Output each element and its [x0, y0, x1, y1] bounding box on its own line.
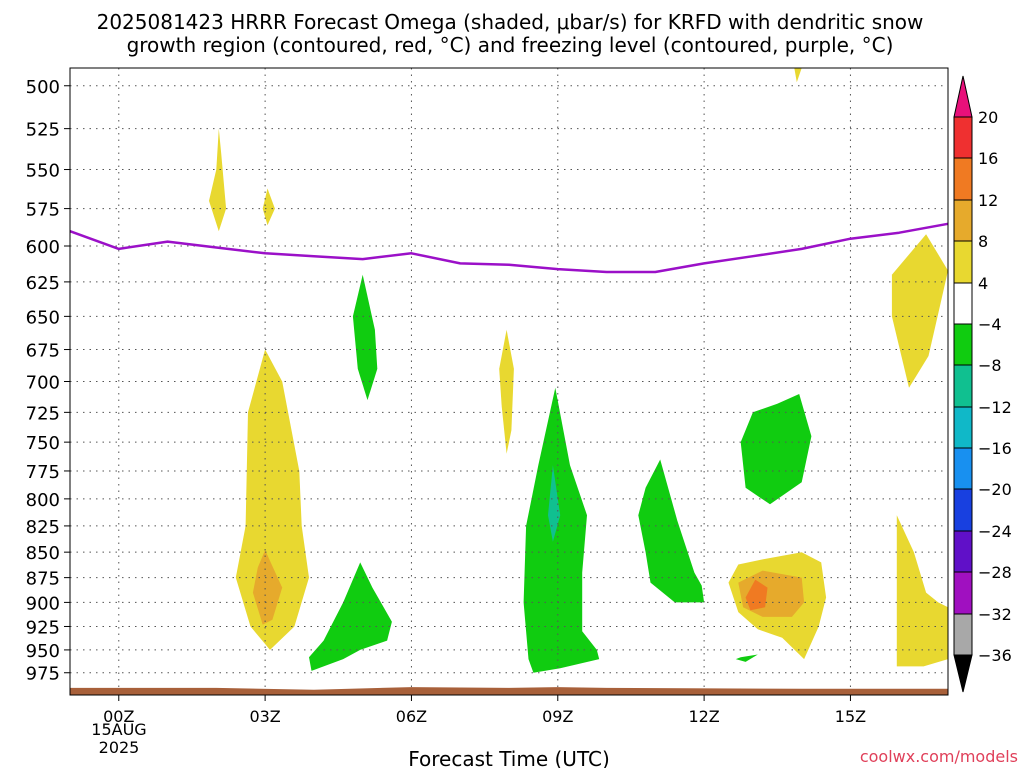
y-tick-label: 925 [26, 617, 60, 638]
omega-region [740, 394, 812, 505]
chart-title-line-1: 2025081423 HRRR Forecast Omega (shaded, … [97, 10, 924, 34]
omega-region [794, 68, 802, 83]
y-tick-label: 750 [26, 433, 60, 454]
colorbar-segment [953, 323, 973, 366]
omega-region [745, 579, 768, 611]
y-tick-label: 525 [26, 120, 60, 141]
colorbar-segment [953, 364, 973, 408]
y-tick-label: 625 [26, 273, 60, 294]
omega-region [309, 562, 392, 671]
colorbar-label: −32 [978, 605, 1012, 624]
x-axis: 00Z 03Z 06Z 09Z 12Z 15Z [103, 695, 866, 726]
omega-region [262, 188, 275, 226]
omega-region [523, 387, 600, 673]
colorbar-label: 12 [978, 191, 998, 210]
colorbar-segment [953, 488, 973, 532]
credit-link[interactable]: coolwx.com/models [860, 747, 1018, 766]
x-tick-label: 06Z [396, 707, 427, 726]
grid-layer [70, 68, 948, 695]
colorbar-label: 20 [978, 108, 998, 127]
x-date-label-year: 2025 [99, 738, 140, 757]
y-tick-label: 650 [26, 307, 60, 328]
colorbar-label: −36 [978, 646, 1012, 665]
terrain-fill [70, 687, 948, 695]
colorbar-segment [953, 199, 973, 242]
colorbar-label: −12 [978, 398, 1012, 417]
omega-region [499, 329, 514, 454]
x-tick-label: 09Z [542, 707, 573, 726]
omega-region [252, 550, 283, 625]
x-date-label-day: 15AUG [91, 720, 146, 739]
omega-region [548, 465, 561, 542]
y-tick-label: 850 [26, 543, 60, 564]
colorbar-label: 4 [978, 274, 988, 293]
chart-title-line-2: growth region (contoured, red, °C) and f… [127, 33, 894, 57]
colorbar-segment [953, 406, 973, 449]
colorbar-label: −4 [978, 315, 1002, 334]
y-tick-label: 900 [26, 593, 60, 614]
y-tick-label: 950 [26, 641, 60, 662]
y-tick-label: 550 [26, 161, 60, 182]
colorbar-segment [953, 282, 973, 325]
colorbar: 20 16 12 8 4 −4 −8 −12 −16 −20 −24 −28 −32 −36 [953, 75, 1012, 693]
y-tick-label: 575 [26, 200, 60, 221]
omega-shading-layer [209, 68, 948, 673]
freezing-level-line [69, 222, 949, 274]
colorbar-label: 8 [978, 232, 988, 251]
colorbar-segment [953, 157, 973, 201]
x-axis-title: Forecast Time (UTC) [408, 747, 610, 768]
colorbar-segment [953, 613, 973, 656]
colorbar-bottom-arrow [953, 654, 973, 693]
y-tick-label: 875 [26, 569, 60, 590]
colorbar-label: −28 [978, 563, 1012, 582]
colorbar-segment [953, 571, 973, 615]
y-tick-label: 975 [26, 664, 60, 685]
freezing-level-layer [69, 222, 949, 274]
colorbar-label: −24 [978, 522, 1012, 541]
colorbar-label: −16 [978, 439, 1012, 458]
colorbar-label: −20 [978, 480, 1012, 499]
colorbar-label: −8 [978, 356, 1002, 375]
colorbar-top-arrow [953, 75, 973, 118]
x-tick-label: 15Z [835, 707, 866, 726]
omega-region [735, 654, 758, 662]
y-tick-label: 775 [26, 462, 60, 483]
x-tick-label: 12Z [688, 707, 719, 726]
y-tick-label: 800 [26, 490, 60, 511]
x-tick-label: 03Z [249, 707, 280, 726]
y-tick-label: 600 [26, 237, 60, 258]
colorbar-segment [953, 447, 973, 490]
omega-region [209, 128, 227, 232]
colorbar-segment [953, 240, 973, 284]
omega-region [235, 349, 309, 650]
y-tick-label: 675 [26, 341, 60, 362]
y-axis: 500 525 550 575 600 625 650 675 700 725 750 775 800 8… [26, 77, 70, 685]
x-tick-label: 00Z [103, 707, 134, 726]
terrain-layer [70, 687, 948, 695]
omega-region [891, 234, 948, 388]
y-tick-label: 825 [26, 517, 60, 538]
colorbar-segment [953, 530, 973, 573]
omega-region [638, 459, 705, 603]
y-tick-label: 725 [26, 403, 60, 424]
colorbar-segment [953, 116, 973, 159]
colorbar-label: 16 [978, 149, 998, 168]
omega-region [352, 274, 378, 401]
y-tick-label: 700 [26, 373, 60, 394]
omega-region [896, 515, 948, 667]
y-tick-label: 500 [26, 77, 60, 98]
